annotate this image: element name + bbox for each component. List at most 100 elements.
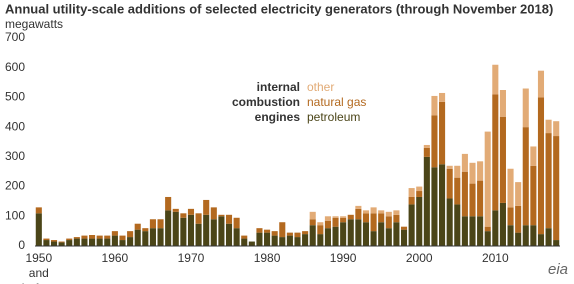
bar-segment — [279, 222, 286, 238]
bar-segment — [530, 165, 537, 226]
bar-segment — [50, 240, 58, 242]
bar-segment — [241, 235, 248, 239]
bar-segment — [515, 232, 522, 246]
bar-segment — [233, 217, 240, 229]
bar-segment — [507, 225, 514, 246]
bar-segment — [142, 228, 149, 232]
bar-segment — [256, 232, 263, 246]
bar-segment — [332, 217, 339, 227]
bar-segment — [58, 241, 65, 243]
y-tick-label: 200 — [5, 179, 25, 193]
bar-segment — [317, 234, 324, 246]
bar-segment — [507, 207, 514, 226]
bar-segment — [454, 204, 461, 246]
bar-segment — [157, 219, 164, 229]
x-tick-label: 1960 — [101, 251, 129, 265]
bar-segment — [302, 234, 309, 246]
bar-segment — [81, 238, 88, 246]
bar-segment — [378, 213, 385, 223]
bar-segment — [104, 238, 111, 246]
bar-segment — [66, 240, 73, 246]
bar-segment — [492, 210, 499, 246]
bar-segment — [35, 207, 42, 214]
bar-segment — [431, 167, 438, 246]
bar-segment — [149, 228, 156, 246]
bar-segment — [408, 196, 415, 205]
bar-segment — [165, 196, 172, 211]
bar-segment — [89, 235, 96, 239]
legend-label: petroleum — [307, 110, 360, 124]
bar-segment — [477, 161, 484, 181]
bar-segment — [294, 232, 301, 238]
bar-segment — [50, 241, 58, 246]
bar-segment — [256, 228, 263, 233]
bar-segment — [324, 216, 331, 221]
bar-segment — [218, 214, 225, 217]
bar-segment — [225, 223, 233, 246]
bar-segment — [362, 213, 370, 223]
bar-segment — [324, 228, 331, 246]
bar-segment — [461, 153, 468, 172]
x-tick-label: 1980 — [253, 251, 281, 265]
y-tick-label: 300 — [5, 149, 25, 163]
bar-segment — [286, 235, 293, 246]
bar-segment — [423, 144, 430, 148]
chart-title: Annual utility-scale additions of select… — [5, 1, 553, 16]
bar-segment — [355, 205, 362, 209]
bar-segment — [309, 225, 316, 246]
bar-segment — [393, 214, 400, 223]
bar-segment — [439, 101, 446, 165]
bar-segment — [378, 222, 385, 246]
bar-segment — [530, 146, 537, 166]
bar-segment — [537, 97, 545, 235]
bar-segment — [264, 229, 271, 233]
x-tick-label: 1950 and before — [22, 251, 56, 284]
bar-segment — [362, 210, 370, 214]
bar-segment — [484, 231, 491, 246]
bar-segment — [416, 191, 423, 197]
bar-segment — [340, 216, 347, 218]
bar-segment — [225, 214, 233, 224]
bar-segment — [271, 235, 278, 246]
bar-segment — [210, 207, 217, 220]
bar-segment — [461, 216, 468, 246]
bar-segment — [119, 240, 126, 246]
bar-segment — [553, 136, 560, 241]
bar-segment — [537, 70, 545, 98]
bar-segment — [165, 210, 172, 246]
bar-segment — [324, 220, 331, 229]
bar-segment — [499, 90, 506, 117]
bar-segment — [385, 216, 392, 229]
bar-segment — [545, 133, 552, 229]
x-tick-label: 2000 — [405, 251, 433, 265]
bar-segment — [294, 237, 301, 246]
bar-segment — [439, 164, 446, 246]
bar-segment — [286, 232, 293, 236]
bar-segment — [172, 208, 179, 212]
bar-segment — [537, 234, 545, 246]
bar-segment — [416, 196, 423, 246]
bar-segment — [439, 92, 446, 102]
bar-segment — [431, 115, 438, 168]
bar-segment — [385, 228, 392, 246]
bar-segment — [302, 231, 309, 235]
bar-segment — [111, 235, 118, 246]
legend-label: other — [307, 80, 334, 94]
bar-segment — [362, 222, 370, 246]
bar-segment — [157, 228, 164, 246]
bar-segment — [408, 188, 415, 197]
bar-segment — [477, 216, 484, 246]
bar-segment — [431, 95, 438, 116]
bar-segment — [172, 211, 179, 246]
chart-subtitle: megawatts — [5, 17, 63, 31]
bar-segment — [58, 242, 65, 246]
bar-segment — [195, 213, 202, 224]
bar-segment — [515, 182, 522, 206]
bar-segment — [553, 240, 560, 246]
bar-segment — [522, 88, 529, 128]
bar-segment — [499, 116, 506, 203]
bar-segment — [332, 226, 339, 246]
bar-segment — [347, 214, 354, 220]
